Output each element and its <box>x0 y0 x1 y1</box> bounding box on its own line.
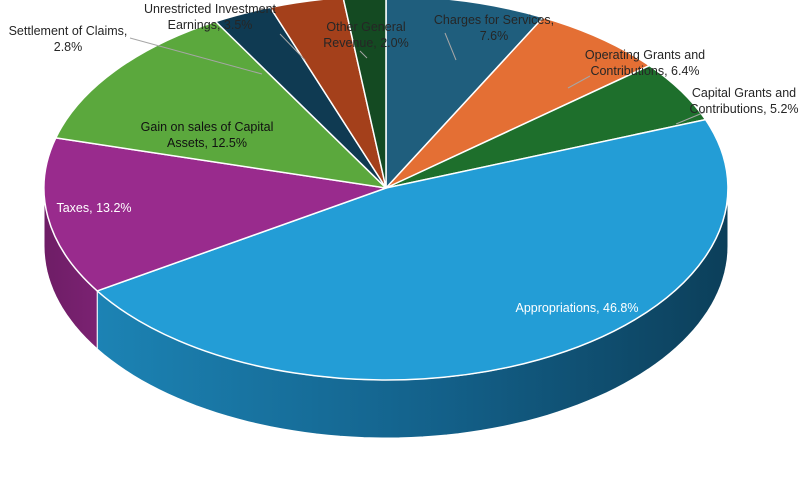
label-line: Capital Grants and <box>692 86 796 100</box>
slice-gain-on-sales-of-capital-assets <box>55 20 387 189</box>
label-line: Operating Grants and <box>585 48 705 62</box>
leader-line-other-general-revenue <box>359 50 368 59</box>
slice-operating-grants-and-contributions <box>385 16 651 189</box>
label-line: 7.6% <box>480 29 509 43</box>
label-other-general-revenue: Other General Revenue, 2.0% <box>323 20 408 50</box>
label-line: 2.8% <box>54 40 83 54</box>
label-operating-grants-and-contributions: Operating Grants and Contributions, 6.4% <box>585 48 705 78</box>
label-line: Contributions, 5.2% <box>689 102 798 116</box>
pie-top-surface <box>43 0 729 381</box>
leader-lines <box>129 32 706 125</box>
label-line: Other General <box>326 20 405 34</box>
label-line: Gain on sales of Capital <box>141 120 274 134</box>
label-line: Appropriations, 46.8% <box>516 301 639 315</box>
label-line: Settlement of Claims, <box>9 24 128 38</box>
label-line: Unrestricted Investment <box>144 2 277 16</box>
leader-line-charges-for-services <box>444 32 457 61</box>
label-line: Revenue, 2.0% <box>323 36 408 50</box>
label-line: Charges for Services, <box>434 13 554 27</box>
slice-taxes <box>43 137 387 292</box>
label-unrestricted-investment-earnings: Unrestricted Investment Earnings, 3.5% <box>144 2 277 32</box>
slice-charges-for-services <box>385 0 544 189</box>
label-line: Assets, 12.5% <box>167 136 247 150</box>
label-appropriations: Appropriations, 46.8% <box>516 301 639 315</box>
slice-labels: Charges for Services, 7.6% Operating Grant… <box>9 2 799 315</box>
label-gain-on-sales-of-capital-assets: Gain on sales of Capital Assets, 12.5% <box>141 120 274 150</box>
slice-unrestricted-investment-earnings <box>269 0 387 189</box>
leader-line-unrestricted-investment-earnings <box>279 33 306 61</box>
slice-appropriations <box>96 118 729 381</box>
label-charges-for-services: Charges for Services, 7.6% <box>434 13 554 43</box>
label-line: Taxes, 13.2% <box>56 201 131 215</box>
label-settlement-of-claims: Settlement of Claims, 2.8% <box>9 24 128 54</box>
label-line: Earnings, 3.5% <box>168 18 253 32</box>
leader-line-operating-grants-and-contributions <box>567 75 591 89</box>
leader-line-capital-grants-and-contributions <box>675 111 706 125</box>
slice-other-general-revenue <box>342 0 387 189</box>
label-taxes: Taxes, 13.2% <box>56 201 131 215</box>
label-capital-grants-and-contributions: Capital Grants and Contributions, 5.2% <box>689 86 798 116</box>
leader-line-settlement-of-claims <box>129 37 263 75</box>
label-line: Contributions, 6.4% <box>590 64 699 78</box>
